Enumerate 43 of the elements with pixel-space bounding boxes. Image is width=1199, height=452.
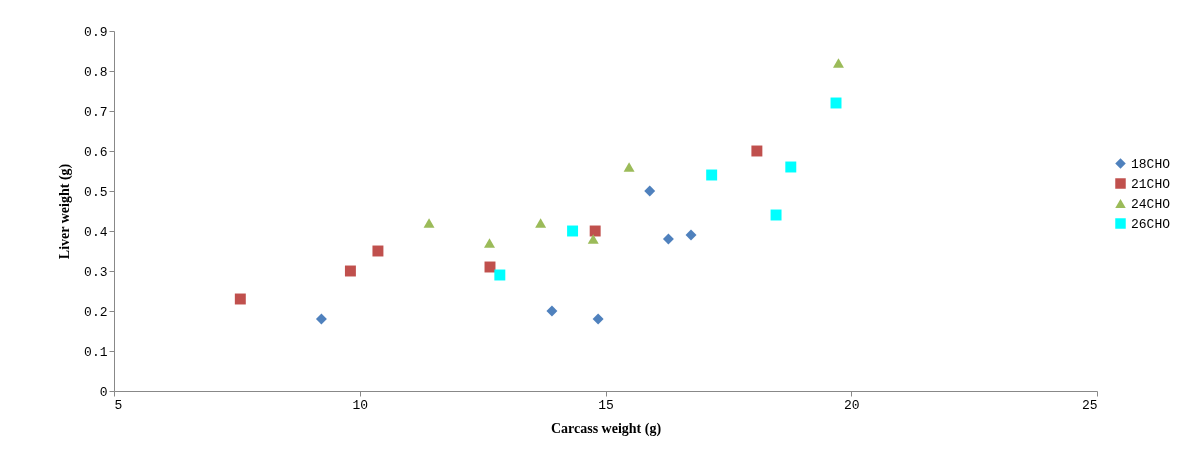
y-tick-label: 0 [99,384,108,400]
point [623,162,635,172]
x-tick-label: 15 [598,397,614,413]
point [662,233,674,245]
y-tick-label: 0.1 [84,344,108,360]
point [685,229,697,241]
x-tick-label: 20 [843,397,860,413]
y-tick-label: 0.2 [84,304,108,320]
point [587,234,599,244]
point [832,58,844,68]
legend-label: 26CHO [1131,216,1171,232]
point [567,225,579,237]
point [494,269,506,281]
point [770,209,782,221]
point [706,169,718,181]
point [592,313,604,325]
point [644,185,656,197]
point [344,265,356,277]
point [315,313,327,325]
point [484,238,495,248]
x-tick-label: 5 [114,397,123,413]
x-tick-label: 10 [352,397,369,413]
x-tick-label: 25 [1081,397,1098,413]
y-tick-label: 0.5 [84,184,108,200]
point [234,293,246,305]
y-axis-title: Liver weight (g) [57,163,74,260]
legend-label: 18CHO [1131,156,1171,172]
point [546,305,558,317]
point [372,245,384,257]
y-tick-label: 0.6 [84,144,108,160]
y-tick-label: 0.8 [84,64,108,80]
point [751,145,763,157]
y-tick-label: 0.4 [84,224,108,240]
legend-label: 21CHO [1131,176,1171,192]
point [589,225,601,237]
point [785,161,797,173]
y-tick-label: 0.3 [84,264,108,280]
y-tick-label: 0.9 [84,24,108,40]
point [423,218,435,228]
x-axis-title: Carcass weight (g) [550,420,662,437]
point [535,218,547,228]
y-tick-label: 0.7 [84,104,108,120]
legend-label: 24CHO [1131,196,1171,212]
